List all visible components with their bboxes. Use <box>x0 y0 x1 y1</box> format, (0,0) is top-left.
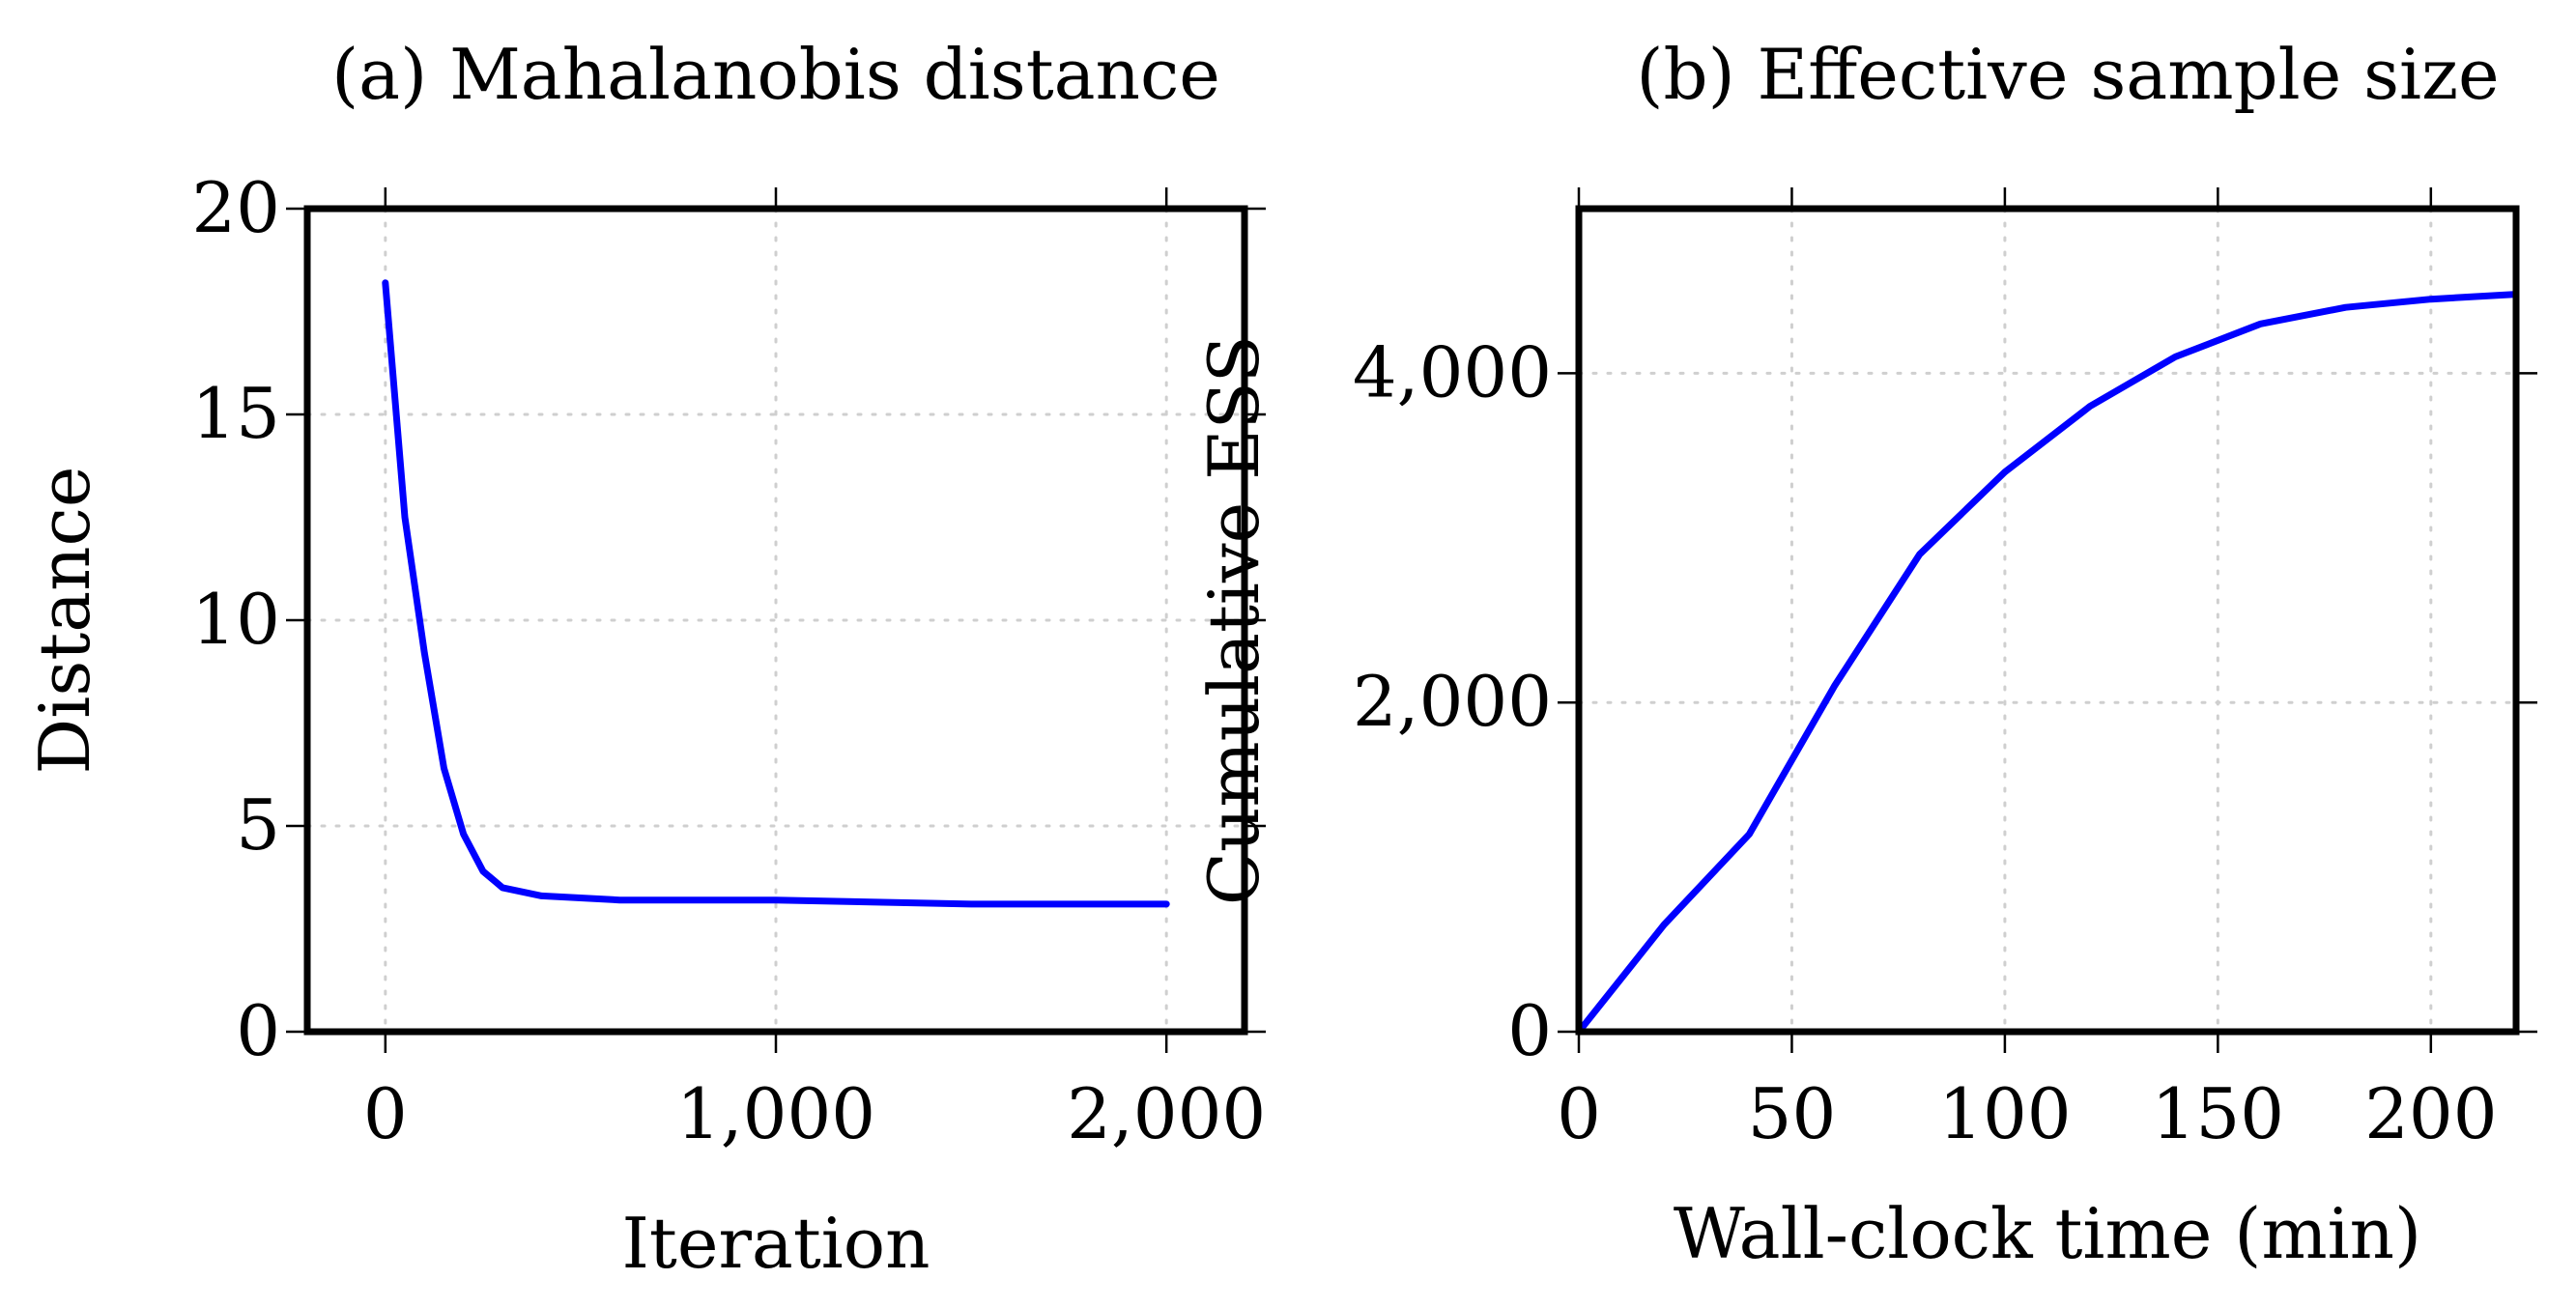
x-tick-label: 0 <box>1557 1073 1601 1154</box>
x-tick-label: 100 <box>1938 1073 2071 1154</box>
y-axis-label: Distance <box>24 467 105 775</box>
chart-title: (b) Effective sample size <box>1636 34 2499 115</box>
y-tick-label: 2,000 <box>1353 661 1552 742</box>
ess-series-line <box>1575 291 2520 1036</box>
y-tick-label: 15 <box>191 373 280 454</box>
y-tick-label: 20 <box>191 167 280 248</box>
x-tick-label: 1,000 <box>676 1073 875 1154</box>
x-tick-label: 0 <box>363 1073 408 1154</box>
chart-title: (a) Mahalanobis distance <box>331 34 1220 115</box>
y-axis-label: Cumulative ESS <box>1193 335 1274 905</box>
distance-series-line <box>382 279 1170 908</box>
panel-effective-sample-size: 0 50 100 150 200 0 2,000 4,000 (b) Effective sa… <box>1193 34 2537 1274</box>
y-tick-label: 0 <box>1507 990 1552 1071</box>
x-axis-label: Iteration <box>621 1203 930 1284</box>
x-tick-label: 200 <box>2364 1073 2497 1154</box>
x-tick-label: 150 <box>2152 1073 2284 1154</box>
y-tick-label: 4,000 <box>1353 331 1552 412</box>
y-tick-label: 5 <box>236 784 280 866</box>
y-tick-label: 0 <box>236 990 280 1071</box>
y-tick-label: 10 <box>191 579 280 660</box>
panel-mahalanobis-distance: 0 1,000 2,000 0 5 10 15 20 (a) Mahalanobis dist… <box>24 34 1266 1284</box>
x-tick-label: 2,000 <box>1067 1073 1266 1154</box>
x-tick-label: 50 <box>1748 1073 1837 1154</box>
plot-frame <box>1575 205 2520 1036</box>
x-axis-label: Wall-clock time (min) <box>1674 1193 2421 1274</box>
